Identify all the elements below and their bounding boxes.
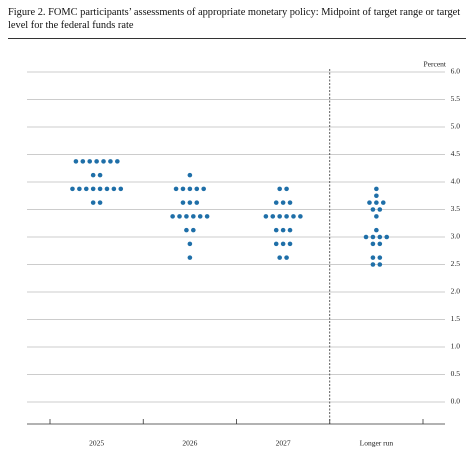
chart-title: Figure 2. FOMC participants’ assessments…: [8, 7, 461, 31]
dot: [370, 262, 376, 267]
y-axis-label: Percent: [424, 60, 447, 69]
y-tick-label: 4.5: [451, 149, 461, 158]
dot: [374, 200, 379, 205]
y-tick-label: 3.0: [451, 232, 461, 241]
dot: [277, 214, 282, 219]
dot: [367, 200, 372, 205]
dot: [197, 214, 203, 219]
dot: [201, 186, 206, 192]
dot: [270, 214, 276, 219]
dot: [277, 255, 282, 260]
y-tick-label: 0.5: [451, 369, 461, 378]
x-tick-label: 2025: [89, 439, 104, 448]
dot: [374, 193, 379, 199]
dot: [90, 200, 96, 205]
dot: [377, 262, 383, 267]
dot: [90, 186, 96, 192]
y-tick-label: 1.5: [451, 314, 461, 323]
y-tick-label: 2.5: [451, 259, 461, 268]
dot: [118, 186, 124, 192]
dot: [370, 207, 376, 212]
dot: [104, 186, 110, 192]
dot: [284, 186, 289, 192]
dot: [374, 186, 379, 192]
title-rule: [8, 38, 466, 39]
dot: [173, 186, 179, 192]
dot: [384, 234, 390, 240]
dot: [370, 255, 376, 260]
dot: [97, 200, 103, 205]
dot: [204, 214, 210, 219]
dot: [180, 186, 186, 192]
dot: [191, 214, 196, 219]
dot: [377, 207, 383, 212]
dot: [180, 200, 186, 205]
dot: [370, 234, 376, 240]
dot: [77, 186, 82, 192]
x-tick-label: 2026: [182, 439, 197, 448]
dot: [277, 186, 282, 192]
y-tick-label: 5.5: [451, 94, 461, 103]
y-tick-label: 0.0: [451, 397, 461, 406]
dot: [284, 255, 289, 260]
dot: [184, 214, 189, 219]
dot: [177, 214, 182, 219]
dot: [377, 241, 383, 247]
dot: [187, 200, 193, 205]
dot: [377, 255, 383, 260]
dot: [80, 159, 86, 164]
dot: [374, 227, 379, 233]
dot: [97, 172, 103, 178]
dot: [187, 186, 193, 192]
dot: [287, 200, 293, 205]
dot: [184, 227, 189, 233]
dot: [101, 159, 106, 164]
dot: [108, 159, 113, 164]
dot: [170, 214, 175, 219]
dot: [273, 227, 279, 233]
dot: [287, 241, 293, 247]
dot: [298, 214, 303, 219]
y-tick-label: 3.5: [451, 204, 461, 213]
dot: [94, 159, 99, 164]
dot: [370, 241, 376, 247]
dot: [83, 186, 89, 192]
dot: [374, 214, 379, 219]
dot: [187, 241, 193, 247]
dot: [194, 200, 200, 205]
dot: [377, 234, 383, 240]
dot: [70, 186, 75, 192]
dot: [90, 172, 96, 178]
y-tick-label: 5.0: [451, 122, 461, 131]
dot: [291, 214, 296, 219]
y-tick-label: 2.0: [451, 287, 461, 296]
dot: [263, 214, 269, 219]
dot: [380, 200, 386, 205]
dot: [115, 159, 120, 164]
dot: [187, 172, 193, 178]
dot: [194, 186, 200, 192]
x-tick-label: Longer run: [360, 439, 394, 448]
dot: [273, 200, 279, 205]
y-tick-label: 4.0: [451, 177, 461, 186]
dot: [363, 234, 369, 240]
dot: [280, 227, 286, 233]
dot: [280, 200, 286, 205]
dot: [284, 214, 289, 219]
dot: [87, 159, 93, 164]
dot: [111, 186, 117, 192]
dot: [273, 241, 279, 247]
dot: [97, 186, 103, 192]
dot: [280, 241, 286, 247]
dot: [187, 255, 193, 260]
y-tick-label: 1.0: [451, 342, 461, 351]
dot: [287, 227, 293, 233]
dot: [73, 159, 79, 164]
y-tick-label: 6.0: [451, 67, 461, 76]
dot: [191, 227, 196, 233]
x-tick-label: 2027: [276, 439, 291, 448]
